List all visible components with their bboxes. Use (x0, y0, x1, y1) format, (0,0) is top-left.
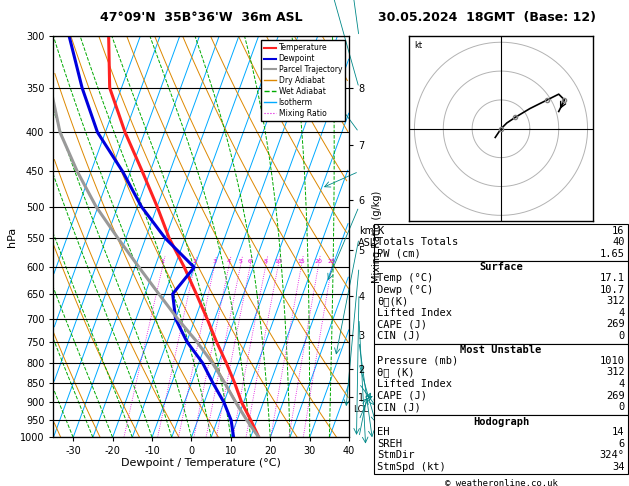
Text: 2: 2 (192, 259, 196, 264)
Text: K: K (377, 226, 384, 236)
Text: 0: 0 (618, 402, 625, 412)
Text: StmSpd (kt): StmSpd (kt) (377, 462, 446, 472)
Text: 1.65: 1.65 (599, 249, 625, 259)
Text: CIN (J): CIN (J) (377, 402, 421, 412)
Text: 1: 1 (160, 259, 164, 264)
Y-axis label: km
ASL: km ASL (358, 226, 376, 248)
Text: Temp (°C): Temp (°C) (377, 273, 433, 283)
Text: 6: 6 (618, 439, 625, 449)
Text: Totals Totals: Totals Totals (377, 237, 459, 247)
Text: 40: 40 (612, 237, 625, 247)
Text: SREH: SREH (377, 439, 403, 449)
Text: 5: 5 (238, 259, 242, 264)
Y-axis label: hPa: hPa (7, 227, 17, 247)
Text: 16: 16 (612, 226, 625, 236)
Text: 4: 4 (226, 259, 231, 264)
Text: 10.7: 10.7 (599, 285, 625, 295)
Text: Most Unstable: Most Unstable (460, 345, 542, 355)
Text: Pressure (mb): Pressure (mb) (377, 356, 459, 366)
Text: 14: 14 (612, 427, 625, 437)
Text: CAPE (J): CAPE (J) (377, 319, 427, 330)
Text: LCL: LCL (353, 405, 369, 414)
Text: Hodograph: Hodograph (473, 417, 529, 427)
Text: 6: 6 (248, 259, 252, 264)
Text: 17.1: 17.1 (599, 273, 625, 283)
Text: EH: EH (377, 427, 390, 437)
Text: 312: 312 (606, 296, 625, 306)
Text: 3: 3 (212, 259, 216, 264)
Text: CIN (J): CIN (J) (377, 331, 421, 341)
Legend: Temperature, Dewpoint, Parcel Trajectory, Dry Adiabat, Wet Adiabat, Isotherm, Mi: Temperature, Dewpoint, Parcel Trajectory… (261, 40, 345, 121)
Text: StmDir: StmDir (377, 450, 415, 460)
Text: 269: 269 (606, 319, 625, 330)
Text: PW (cm): PW (cm) (377, 249, 421, 259)
Text: Dewp (°C): Dewp (°C) (377, 285, 433, 295)
Text: 34: 34 (612, 462, 625, 472)
Text: 20: 20 (314, 259, 322, 264)
Text: θᴄ (K): θᴄ (K) (377, 367, 415, 378)
Text: Lifted Index: Lifted Index (377, 308, 452, 318)
Text: kt: kt (415, 41, 423, 50)
Text: Lifted Index: Lifted Index (377, 379, 452, 389)
Text: 8: 8 (264, 259, 267, 264)
Text: 25: 25 (328, 259, 335, 264)
X-axis label: Dewpoint / Temperature (°C): Dewpoint / Temperature (°C) (121, 458, 281, 468)
Text: θᴀ(K): θᴀ(K) (377, 296, 409, 306)
Text: Mixing Ratio (g/kg): Mixing Ratio (g/kg) (372, 191, 382, 283)
Text: 269: 269 (606, 391, 625, 400)
Text: 15: 15 (298, 259, 305, 264)
Text: 312: 312 (606, 367, 625, 378)
Text: 4: 4 (618, 308, 625, 318)
Text: 10: 10 (274, 259, 282, 264)
Text: 4: 4 (618, 379, 625, 389)
Text: 324°: 324° (599, 450, 625, 460)
Text: 47°09'N  35B°36'W  36m ASL: 47°09'N 35B°36'W 36m ASL (100, 11, 303, 23)
Text: 1010: 1010 (599, 356, 625, 366)
Text: Surface: Surface (479, 262, 523, 273)
Text: 0: 0 (618, 331, 625, 341)
Text: CAPE (J): CAPE (J) (377, 391, 427, 400)
Text: 30.05.2024  18GMT  (Base: 12): 30.05.2024 18GMT (Base: 12) (379, 11, 596, 23)
Text: © weatheronline.co.uk: © weatheronline.co.uk (445, 479, 557, 486)
